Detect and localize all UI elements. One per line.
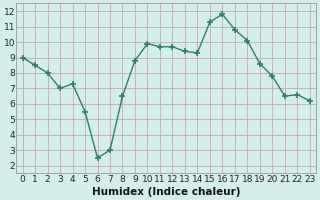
X-axis label: Humidex (Indice chaleur): Humidex (Indice chaleur): [92, 187, 240, 197]
